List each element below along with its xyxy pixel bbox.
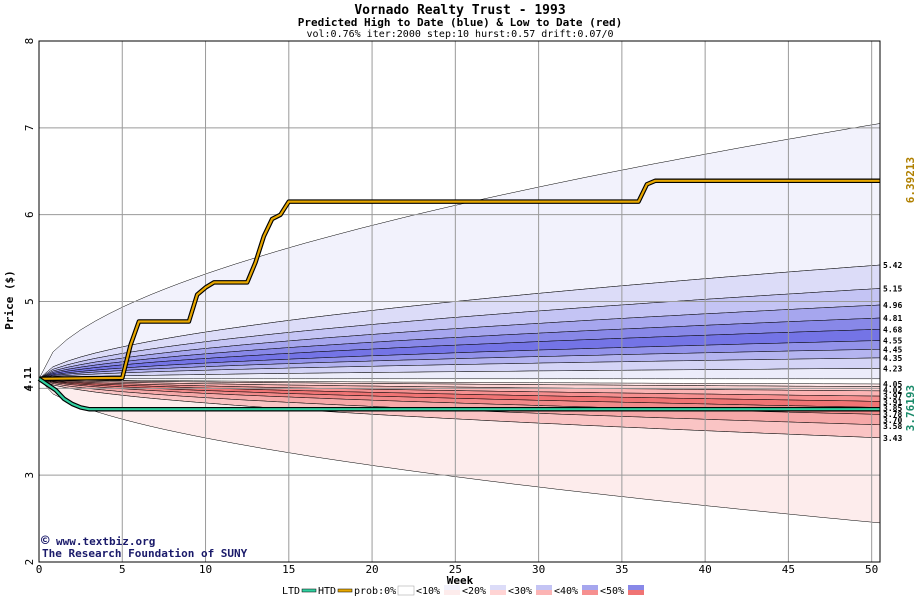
watermark-org: The Research Foundation of SUNY (42, 547, 248, 560)
band-end-label-10: 4.02 (883, 386, 902, 395)
band-end-label-3: 4.81 (883, 314, 902, 323)
legend-item-swatch-low-0 (444, 590, 460, 595)
band-end-label-14: 3.78 (883, 410, 902, 419)
ltd-final-label: 3.76193 (904, 385, 917, 431)
band-end-label-17: 3.43 (883, 434, 902, 443)
x-tick-label-50: 50 (865, 563, 878, 576)
htd-final-label: 6.39213 (904, 157, 917, 203)
band-end-label-13: 3.85 (883, 404, 902, 413)
legend-item-label-4: <50% (600, 586, 624, 597)
legend-item-swatch-high-2 (536, 585, 552, 590)
legend-item-swatch-low-4 (628, 590, 644, 595)
x-tick-label-10: 10 (199, 563, 212, 576)
band-end-label-2: 4.96 (883, 301, 902, 310)
band-end-label-15: 3.70 (883, 416, 902, 425)
x-tick-label-0: 0 (36, 563, 43, 576)
start-price-label: 4.11 (23, 367, 34, 391)
y-tick-label-8: 8 (23, 38, 36, 45)
legend-item-label-0: <10% (416, 586, 440, 597)
legend-item-label-3: <40% (554, 586, 578, 597)
x-tick-label-45: 45 (782, 563, 795, 576)
y-tick-label-4: 4 (23, 385, 36, 392)
y-tick-label-7: 7 (23, 125, 36, 132)
legend-item-swatch-high-1 (490, 585, 506, 590)
band-end-label-7: 4.35 (883, 354, 902, 363)
legend-item-swatch-low-3 (582, 590, 598, 595)
legend-prob-swatch (397, 585, 415, 596)
grid-lines (38, 40, 880, 563)
chart-subtitle: Predicted High to Date (blue) & Low to D… (298, 16, 623, 29)
band-end-label-11: 3.97 (883, 392, 902, 401)
y-tick-label-3: 3 (23, 472, 36, 479)
band-end-label-9: 4.05 (883, 380, 902, 389)
band-end-label-12: 3.91 (883, 398, 902, 407)
probability-bands (38, 123, 881, 524)
legend-prob-label: prob:0% (354, 586, 396, 597)
y-axis-label: Price ($) (3, 270, 16, 330)
legend-item-swatch-high-3 (582, 585, 598, 590)
x-tick-label-25: 25 (449, 563, 462, 576)
band-end-label-0: 5.42 (883, 261, 902, 270)
legend-ltd-swatch (301, 588, 317, 593)
y-axis-ticks: 2 3 4 5 6 7 8 (23, 38, 36, 566)
x-tick-label-35: 35 (615, 563, 628, 576)
band-end-label-6: 4.45 (883, 345, 902, 354)
band-end-label-1: 5.15 (883, 285, 902, 294)
band-end-label-8: 4.23 (883, 364, 902, 373)
chart-params: vol:0.76% iter:2000 step:10 hurst:0.57 d… (306, 29, 613, 40)
series-lines (37, 178, 880, 412)
legend-htd-label: HTD (318, 586, 336, 597)
legend-item-swatch-high-0 (444, 585, 460, 590)
band-end-label-5: 4.55 (883, 337, 902, 346)
legend-item-swatch-low-2 (536, 590, 552, 595)
y-tick-label-2: 2 (23, 559, 36, 566)
legend-item-swatch-high-4 (628, 585, 644, 590)
htd-line (38, 179, 880, 380)
plot-frame (38, 40, 881, 563)
band-end-label-4: 4.68 (883, 325, 902, 334)
ltd-line (38, 377, 880, 411)
y-tick-label-6: 6 (23, 211, 36, 218)
legend: LTD HTD prob:0% <10% <20% <30% <40% <50% (282, 585, 644, 597)
band-end-labels: 5.42 5.15 4.96 4.81 4.68 4.554.454.354.23 4.05… (883, 261, 902, 443)
x-axis-ticks: 0 5 10 15 20 25 30 35 40 45 50 (36, 563, 879, 576)
x-tick-label-40: 40 (699, 563, 712, 576)
legend-ltd-label: LTD (282, 586, 300, 597)
legend-htd-swatch (337, 588, 353, 593)
chart-title: Vornado Realty Trust - 1993 (354, 3, 565, 18)
watermark-url: www.textbiz.org (56, 535, 155, 548)
y-tick-label-5: 5 (23, 298, 36, 305)
legend-item-label-2: <30% (508, 586, 532, 597)
legend-item-swatch-low-1 (490, 590, 506, 595)
x-tick-label-15: 15 (282, 563, 295, 576)
legend-item-label-1: <20% (462, 586, 486, 597)
watermark-copyright: © (41, 533, 50, 549)
band-end-label-16: 3.58 (883, 422, 902, 431)
x-axis-label: Week (447, 574, 474, 587)
x-tick-label-5: 5 (119, 563, 126, 576)
x-tick-label-20: 20 (365, 563, 378, 576)
x-tick-label-30: 30 (532, 563, 545, 576)
